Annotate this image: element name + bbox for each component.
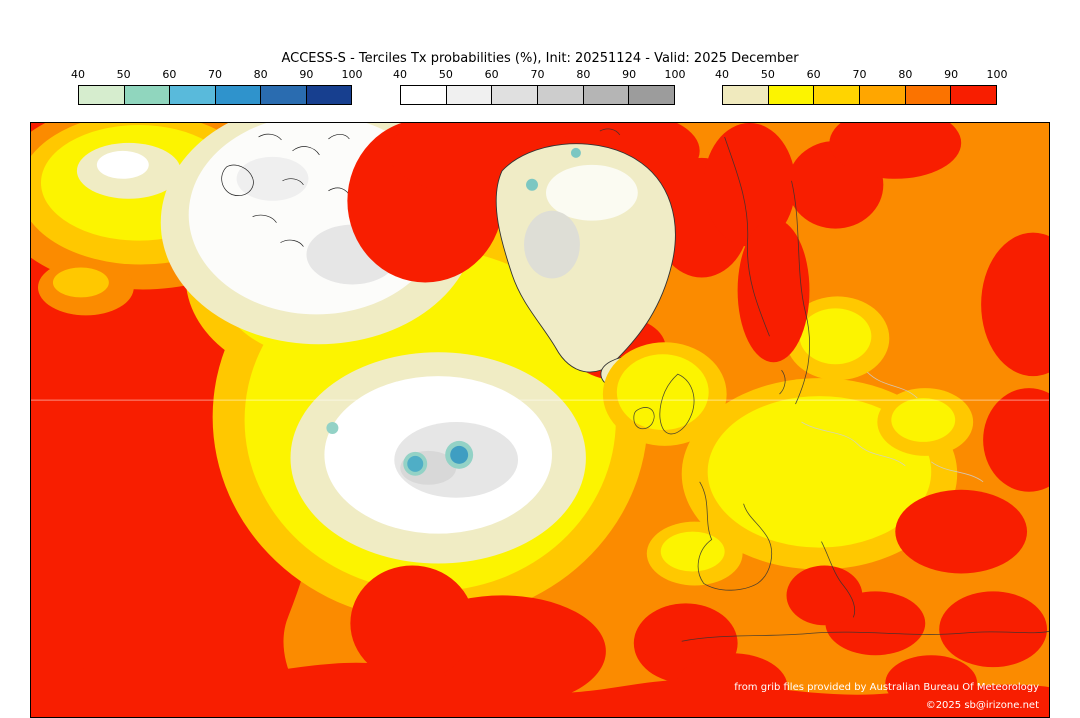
attribution-source: from grib files provided by Australian B…: [734, 682, 1039, 693]
tick-label: 60: [162, 68, 177, 81]
colorbar-segment: [446, 86, 493, 104]
colorbar-segment: [951, 86, 997, 104]
coastlines: [599, 128, 1049, 642]
bottom-red-band: [31, 565, 1049, 717]
tick-label: 100: [341, 68, 363, 81]
colorbar-below-ticks: 40 50 60 70 80 90 100: [71, 68, 363, 83]
colorbar-segment: [124, 86, 170, 104]
tick-label: 40: [715, 68, 729, 81]
map-title: ACCESS-S - Terciles Tx probabilities (%)…: [281, 51, 799, 66]
tick-label: 50: [438, 68, 453, 81]
tick-label: 60: [484, 68, 499, 81]
tick-label: 40: [71, 68, 85, 81]
country-borders: [801, 371, 984, 483]
probability-map-canvas: [31, 123, 1049, 717]
colorbar-normal-ticks: 40 50 60 70 80 90 100: [393, 68, 686, 83]
forecast-map: from grib files provided by Australian B…: [30, 122, 1050, 718]
colorbar-segment: [860, 86, 906, 104]
colorbar-segment: [401, 86, 447, 104]
tick-label: 40: [393, 68, 407, 81]
colorbar-above-ticks: 40 50 60 70 80 90 100: [715, 68, 1008, 83]
colorbar-segment: [583, 86, 630, 104]
attribution-copyright: ©2025 sb@irizone.net: [925, 700, 1039, 711]
tick-label: 80: [253, 68, 268, 81]
tick-label: 80: [576, 68, 591, 81]
tick-label: 100: [986, 68, 1008, 81]
europe-yellow-patches: [602, 296, 974, 586]
colorbar-segment: [306, 86, 351, 104]
colorbar-segment: [79, 86, 125, 104]
colorbar-below-normal: 40 50 60 70 80 90 100: [71, 68, 363, 105]
colorbar-segment: [768, 86, 815, 104]
colorbar-segment: [905, 86, 952, 104]
tick-label: 90: [944, 68, 959, 81]
tick-label: 50: [116, 68, 131, 81]
tick-label: 100: [664, 68, 686, 81]
tick-label: 80: [898, 68, 913, 81]
mid-atlantic-white-region: [290, 352, 586, 564]
tick-label: 50: [760, 68, 775, 81]
colorbar-segment: [538, 86, 584, 104]
colorbar-segment: [215, 86, 261, 104]
tick-label: 90: [299, 68, 314, 81]
colorbar-segment: [170, 86, 216, 104]
tick-label: 60: [806, 68, 821, 81]
tick-label: 70: [208, 68, 222, 81]
tick-label: 70: [852, 68, 867, 81]
colorbar-segment: [261, 86, 307, 104]
colorbar-above-normal: 40 50 60 70 80 90 100: [715, 68, 1008, 105]
arctic-island-coastlines: [221, 133, 391, 247]
colorbar-segment: [814, 86, 861, 104]
colorbar-segment: [629, 86, 675, 104]
colorbar-segment: [492, 86, 539, 104]
colorbar-below-segments: [78, 85, 352, 105]
greenland-region: [495, 143, 676, 373]
colorbar-segment: [723, 86, 769, 104]
tick-label: 90: [622, 68, 637, 81]
colorbar-above-segments: [722, 85, 997, 105]
tick-label: 70: [530, 68, 545, 81]
colorbar-normal-segments: [400, 85, 675, 105]
colorbar-near-normal: 40 50 60 70 80 90 100: [393, 68, 686, 105]
